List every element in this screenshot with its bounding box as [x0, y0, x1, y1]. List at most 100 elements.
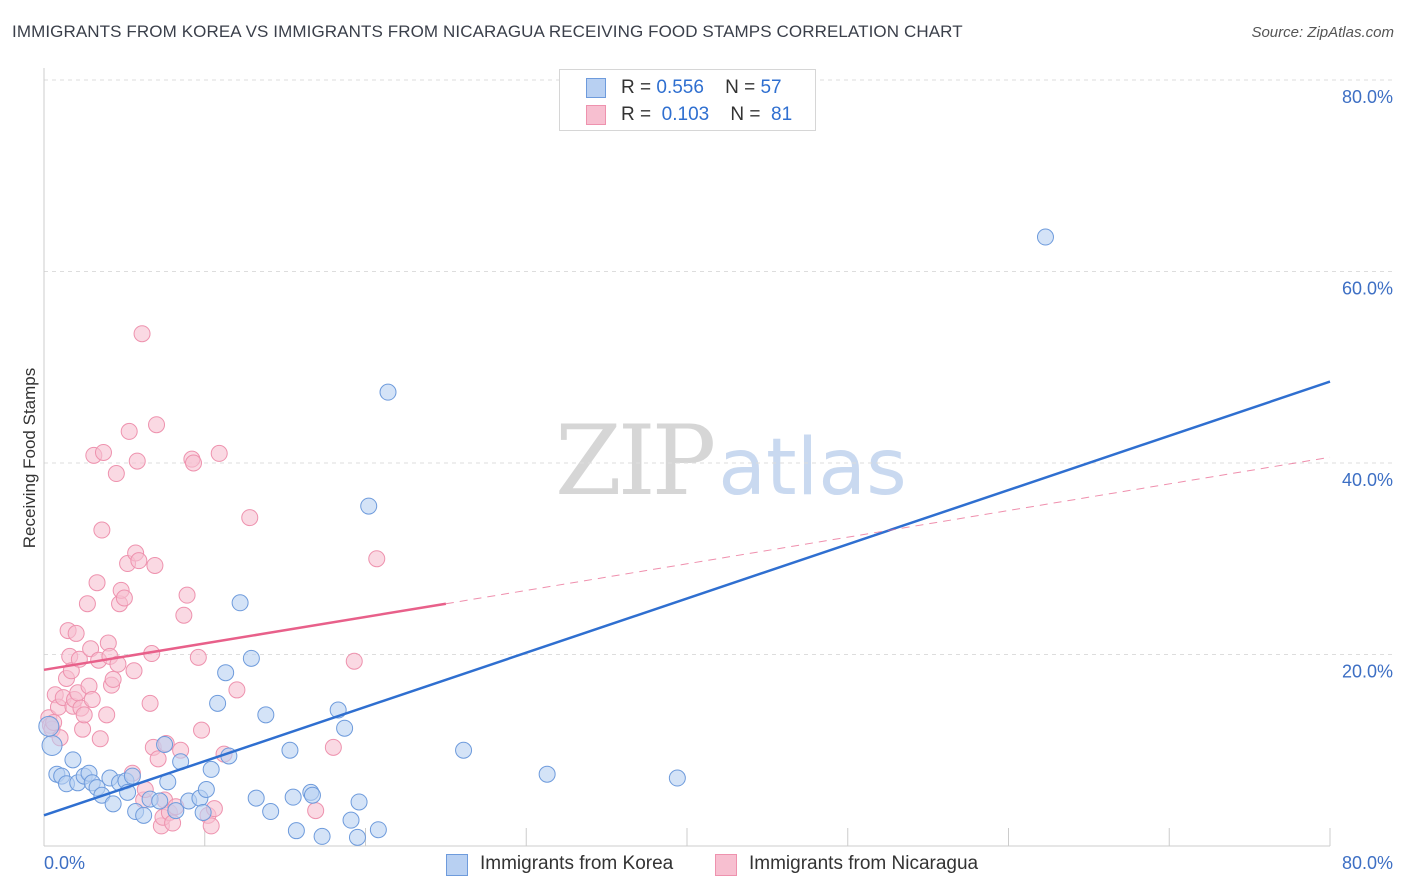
nicaragua-point-76 — [241, 509, 259, 527]
watermark-zip: ZIP — [555, 405, 716, 517]
korea-point-35 — [242, 649, 260, 667]
nicaragua-point-20 — [78, 595, 96, 613]
nicaragua-point-65 — [178, 586, 196, 604]
korea-point-49 — [348, 828, 366, 846]
korea-point-19 — [135, 806, 153, 824]
bottom-legend-label-korea: Immigrants from Korea — [480, 853, 674, 874]
nicaragua-point-69 — [193, 721, 211, 739]
watermark: ZIPatlas — [555, 405, 907, 517]
series-korea — [38, 228, 1054, 846]
korea-point-44 — [313, 827, 331, 845]
y-tick-label-60: 60.0% — [1342, 279, 1393, 299]
korea-point-38 — [262, 803, 280, 821]
legend-text-nicaragua: R = 0.103 N = 81 — [621, 104, 793, 125]
bottom-legend-label-nicaragua: Immigrants from Nicaragua — [749, 853, 979, 874]
korea-point-1 — [38, 715, 60, 737]
nicaragua-point-29 — [94, 443, 112, 461]
nicaragua-point-53 — [146, 556, 164, 574]
nicaragua-point-35 — [107, 465, 125, 483]
korea-point-55 — [668, 769, 686, 787]
korea-point-31 — [209, 694, 227, 712]
nicaragua-point-14 — [67, 624, 85, 642]
nicaragua-point-23 — [83, 691, 101, 709]
nicaragua-point-80 — [368, 550, 386, 568]
nicaragua-trend-line — [43, 602, 447, 672]
korea-point-34 — [231, 594, 249, 612]
nicaragua-point-18 — [74, 720, 92, 738]
korea-point-5 — [64, 751, 82, 769]
nicaragua-point-54 — [148, 416, 166, 434]
axes — [43, 68, 1331, 847]
legend-swatch-nicaragua — [586, 105, 606, 125]
nicaragua-point-45 — [128, 452, 146, 470]
korea-point-39 — [281, 741, 299, 759]
bottom-swatch-korea — [446, 854, 468, 876]
korea-point-29 — [194, 803, 212, 821]
korea-point-21 — [151, 792, 169, 810]
korea-point-13 — [104, 795, 122, 813]
korea-point-56 — [1036, 228, 1054, 246]
korea-point-53 — [455, 741, 473, 759]
korea-point-48 — [350, 793, 368, 811]
nicaragua-point-36 — [109, 655, 127, 673]
nicaragua-point-34 — [104, 670, 122, 688]
watermark-atlas: atlas — [718, 423, 907, 513]
nicaragua-point-68 — [189, 648, 207, 666]
legend-swatch-korea — [586, 78, 606, 98]
korea-point-28 — [197, 781, 215, 799]
nicaragua-point-41 — [120, 422, 138, 440]
nicaragua-point-71 — [202, 817, 220, 835]
nicaragua-point-50 — [141, 694, 159, 712]
source-label: Source: ZipAtlas.com — [1251, 24, 1394, 41]
legend-text-korea: R = 0.556 N = 57 — [621, 77, 782, 98]
nicaragua-point-64 — [175, 606, 193, 624]
nicaragua-point-25 — [88, 574, 106, 592]
nicaragua-point-28 — [93, 521, 111, 539]
nicaragua-point-39 — [115, 589, 133, 607]
y-tick-label-20: 20.0% — [1342, 662, 1393, 682]
korea-point-32 — [217, 664, 235, 682]
korea-trend-line — [43, 380, 1331, 817]
korea-point-46 — [336, 719, 354, 737]
bottom-swatch-nicaragua — [715, 854, 737, 876]
nicaragua-point-79 — [345, 652, 363, 670]
tick-labels: 20.0% 40.0% 60.0% 80.0% 0.0% 80.0% — [44, 87, 1393, 873]
korea-point-52 — [379, 383, 397, 401]
trend-lines — [43, 380, 1331, 817]
korea-point-51 — [369, 821, 387, 839]
korea-point-54 — [538, 765, 556, 783]
y-tick-label-40: 40.0% — [1342, 470, 1393, 490]
korea-point-50 — [360, 497, 378, 515]
korea-point-36 — [247, 789, 265, 807]
korea-point-43 — [303, 786, 321, 804]
korea-point-41 — [287, 822, 305, 840]
stats-legend: R = 0.556 N = 57 R = 0.103 N = 81 — [559, 69, 816, 131]
korea-point-0 — [41, 734, 63, 756]
nicaragua-point-77 — [307, 802, 325, 820]
nicaragua-point-73 — [210, 444, 228, 462]
nicaragua-point-75 — [228, 681, 246, 699]
chart-title: IMMIGRANTS FROM KOREA VS IMMIGRANTS FROM… — [12, 22, 963, 41]
nicaragua-point-43 — [125, 662, 143, 680]
korea-point-47 — [342, 811, 360, 829]
korea-point-16 — [123, 767, 141, 785]
korea-point-40 — [284, 788, 302, 806]
nicaragua-trend-extension — [445, 456, 1331, 605]
gridlines — [44, 79, 1392, 655]
nicaragua-point-30 — [98, 706, 116, 724]
nicaragua-point-55 — [149, 750, 167, 768]
nicaragua-point-67 — [184, 454, 202, 472]
nicaragua-point-27 — [91, 730, 109, 748]
korea-point-30 — [202, 760, 220, 778]
y-axis-label: Receiving Food Stamps — [20, 367, 39, 549]
nicaragua-point-19 — [75, 706, 93, 724]
y-tick-label-80: 80.0% — [1342, 87, 1393, 107]
x-tick-label-right: 80.0% — [1342, 853, 1393, 873]
nicaragua-point-22 — [82, 640, 100, 658]
korea-point-24 — [167, 802, 185, 820]
x-tick-label-left: 0.0% — [44, 853, 85, 873]
nicaragua-point-78 — [324, 738, 342, 756]
nicaragua-point-47 — [133, 325, 151, 343]
nicaragua-point-46 — [130, 552, 148, 570]
